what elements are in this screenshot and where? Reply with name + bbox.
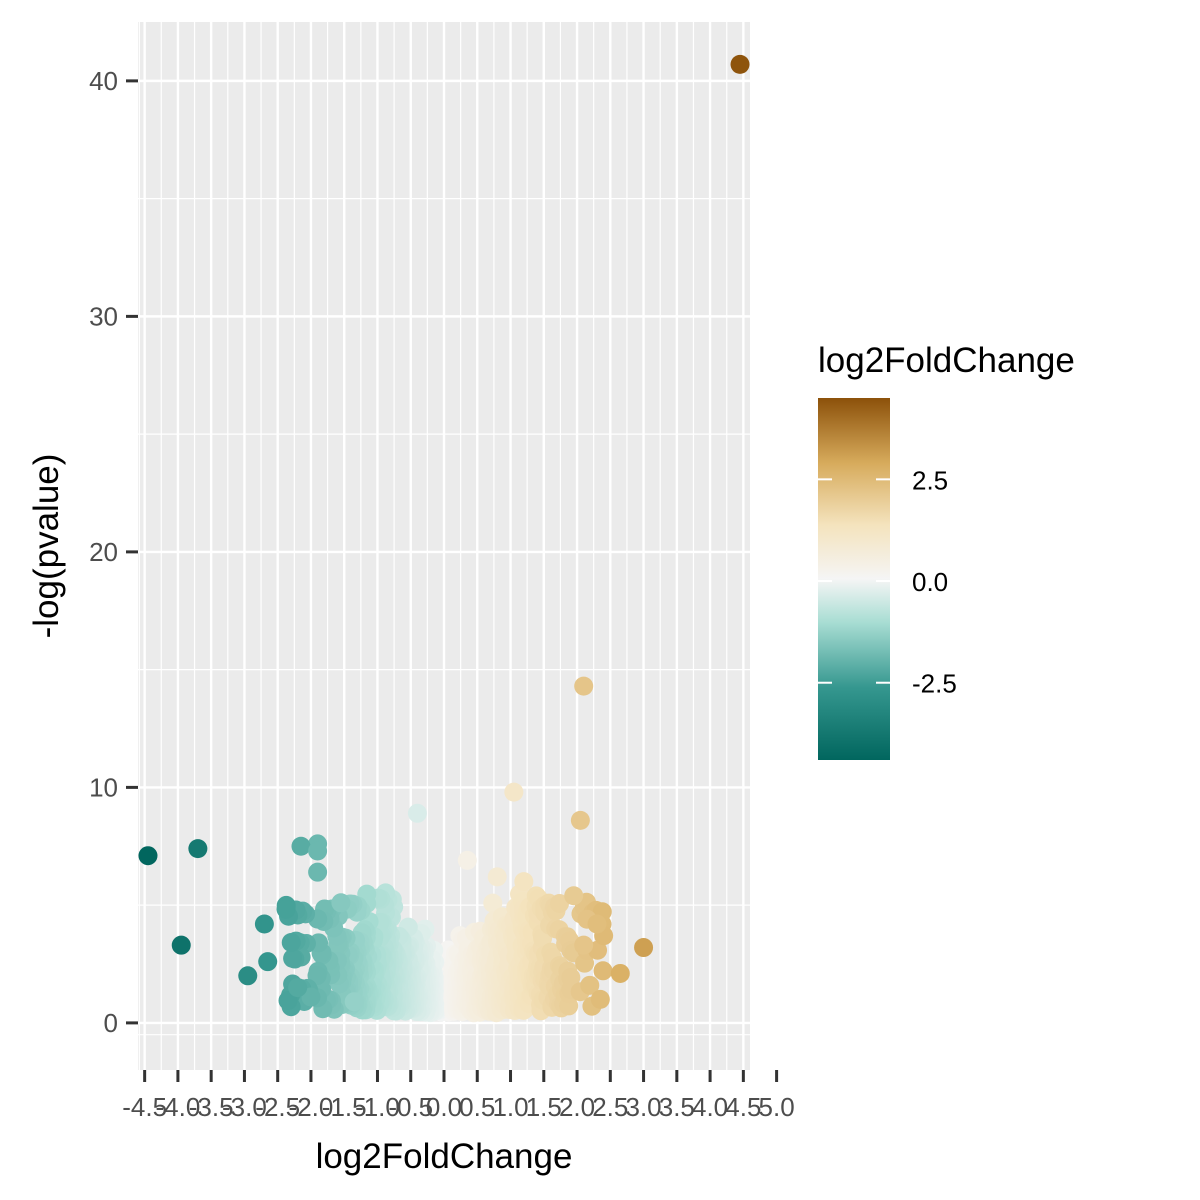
data-point (171, 935, 191, 955)
legend-label: 0.0 (912, 567, 948, 597)
y-tick-label: 20 (89, 537, 118, 567)
x-tick-label: 4.0 (692, 1092, 728, 1122)
data-point (331, 893, 351, 913)
x-tick-label: 1.0 (492, 1092, 528, 1122)
x-tick-label: 3.5 (659, 1092, 695, 1122)
data-point (308, 862, 328, 882)
data-point (580, 975, 600, 995)
data-point (283, 948, 303, 968)
data-point (634, 938, 654, 958)
x-tick-label: -4.5 (122, 1092, 167, 1122)
x-tick-label: 2.5 (592, 1092, 628, 1122)
data-point (407, 803, 427, 823)
data-point (288, 978, 308, 998)
data-points (138, 54, 750, 1023)
data-point (238, 966, 258, 986)
x-tick-label: -1.5 (322, 1092, 367, 1122)
data-point (593, 961, 613, 981)
data-point (574, 935, 594, 955)
data-point (457, 850, 477, 870)
x-tick-label: 0.0 (426, 1092, 462, 1122)
y-tick-label: 0 (104, 1008, 118, 1038)
x-tick-label: 5.0 (759, 1092, 795, 1122)
data-point (587, 914, 607, 934)
data-point (610, 963, 630, 983)
data-point (514, 872, 534, 892)
x-tick-label: 3.0 (625, 1092, 661, 1122)
data-point (258, 952, 278, 972)
data-point (483, 893, 503, 913)
x-tick-label: -2.5 (255, 1092, 300, 1122)
legend-colorbar (818, 398, 890, 760)
y-axis-title: -log(pvalue) (27, 454, 66, 639)
x-tick-label: -3.0 (222, 1092, 267, 1122)
x-tick-label: 0.5 (459, 1092, 495, 1122)
x-tick-label: -0.5 (388, 1092, 433, 1122)
legend-label: 2.5 (912, 465, 948, 495)
data-point (570, 810, 590, 830)
legend-ticks: 2.5 0.0 -2.5 (818, 465, 957, 699)
axes: 0 10 20 30 40 -4.5-4.0-3.5-3.0-2.5-2.0-1.5-1.… (89, 66, 795, 1122)
legend-title: log2FoldChange (818, 341, 1075, 380)
data-point (550, 894, 570, 914)
data-point (487, 867, 507, 887)
data-point (504, 782, 524, 802)
data-point (301, 987, 321, 1007)
data-point (254, 914, 274, 934)
x-tick-label: 1.5 (526, 1092, 562, 1122)
data-point (308, 841, 328, 861)
data-point (730, 54, 750, 74)
data-point (574, 676, 594, 696)
data-point (188, 839, 208, 859)
data-point (291, 836, 311, 856)
data-point (344, 992, 364, 1012)
data-point (564, 886, 584, 906)
data-point (138, 846, 158, 866)
x-tick-label: -4.0 (156, 1092, 201, 1122)
y-tick-label: 40 (89, 66, 118, 96)
x-tick-label: -1.0 (355, 1092, 400, 1122)
x-tick-label: -3.5 (189, 1092, 234, 1122)
legend: log2FoldChange 2.5 0.0 -2.5 (818, 341, 1075, 760)
legend-label: -2.5 (912, 669, 957, 699)
data-point (590, 989, 610, 1009)
x-tick-label: -2.0 (289, 1092, 334, 1122)
data-point (281, 932, 301, 952)
x-tick-label: 2.0 (559, 1092, 595, 1122)
data-point (276, 899, 296, 919)
x-axis-title: log2FoldChange (316, 1137, 573, 1176)
y-tick-label: 30 (89, 301, 118, 331)
y-tick-label: 10 (89, 772, 118, 802)
data-point (278, 991, 298, 1011)
x-tick-label: 4.5 (725, 1092, 761, 1122)
